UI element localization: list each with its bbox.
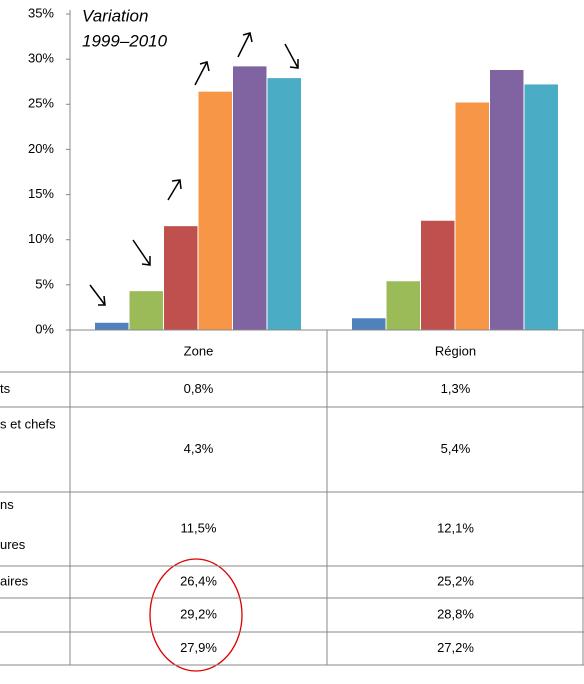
annotation: Variation xyxy=(82,6,148,25)
data-label: 27,9% xyxy=(180,640,217,655)
highlight-circle xyxy=(149,558,243,672)
bar xyxy=(421,220,455,330)
bar xyxy=(455,102,489,330)
bar xyxy=(386,281,420,330)
bar xyxy=(129,291,163,330)
y-tick-label: 0% xyxy=(35,321,54,336)
legend-label: s et chefs xyxy=(0,416,56,431)
annotation: 1999–2010 xyxy=(82,31,168,50)
bar xyxy=(198,91,232,330)
data-label: 29,2% xyxy=(180,606,217,621)
data-label: 11,5% xyxy=(181,520,217,535)
y-tick-label: 20% xyxy=(28,141,54,156)
legend-label: ts xyxy=(0,381,11,396)
bar xyxy=(524,84,558,331)
data-label: 0,8% xyxy=(184,381,214,396)
data-label: 27,2% xyxy=(437,640,474,655)
data-label: 25,2% xyxy=(437,573,474,588)
bar xyxy=(352,318,386,330)
x-tick-label: Région xyxy=(435,343,476,358)
data-label: 5,4% xyxy=(441,441,471,456)
bar xyxy=(267,78,301,330)
y-tick-label: 30% xyxy=(28,51,54,66)
data-label: 26,4% xyxy=(180,573,217,588)
data-label: 4,3% xyxy=(184,441,214,456)
bar xyxy=(233,66,267,330)
y-tick-label: 15% xyxy=(28,186,54,201)
legend-label: aires xyxy=(0,573,29,588)
x-tick-label: Zone xyxy=(184,343,214,358)
legend-label: ns ures xyxy=(0,497,26,552)
y-tick-label: 10% xyxy=(28,231,54,246)
bar xyxy=(164,226,198,330)
bar xyxy=(95,322,129,330)
y-tick-label: 5% xyxy=(35,276,54,291)
data-label: 12,1% xyxy=(437,520,474,535)
y-tick-label: 35% xyxy=(28,5,54,20)
y-tick-label: 25% xyxy=(28,96,54,111)
data-label: 1,3% xyxy=(441,381,471,396)
hand-arrows xyxy=(89,32,299,306)
bar xyxy=(490,69,524,330)
data-label: 28,8% xyxy=(437,606,474,621)
